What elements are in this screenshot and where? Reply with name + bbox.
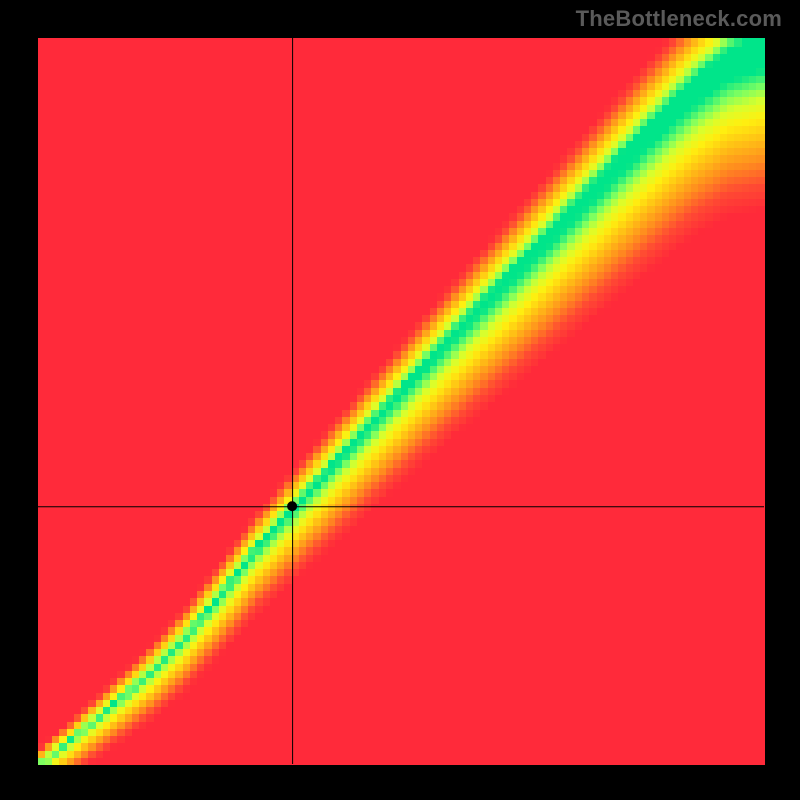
watermark-text: TheBottleneck.com: [576, 6, 782, 32]
chart-container: TheBottleneck.com: [0, 0, 800, 800]
bottleneck-heatmap: [0, 0, 800, 800]
